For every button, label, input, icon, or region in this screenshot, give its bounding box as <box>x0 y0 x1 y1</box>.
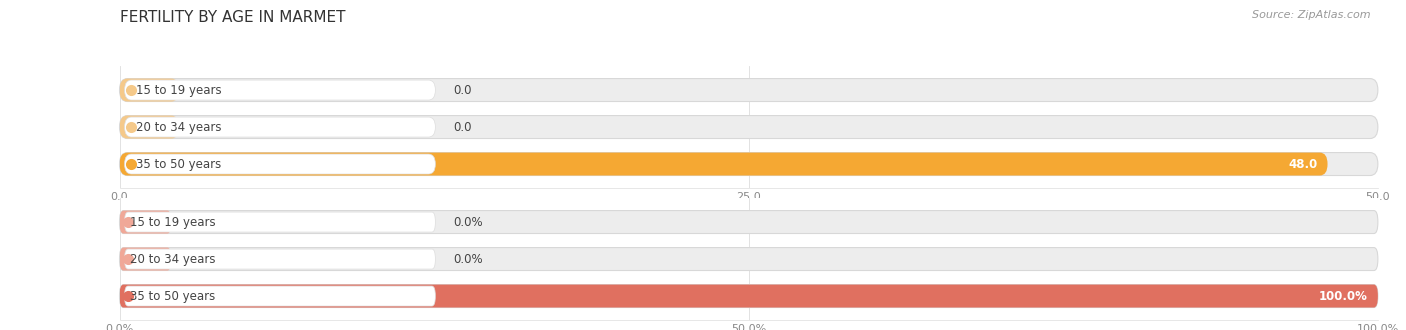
Text: 0.0: 0.0 <box>453 83 471 97</box>
Text: 48.0: 48.0 <box>1288 157 1317 171</box>
Text: Source: ZipAtlas.com: Source: ZipAtlas.com <box>1253 10 1371 20</box>
Text: 35 to 50 years: 35 to 50 years <box>131 289 215 303</box>
FancyBboxPatch shape <box>120 248 1378 271</box>
FancyBboxPatch shape <box>120 284 1378 308</box>
FancyBboxPatch shape <box>120 152 1327 176</box>
FancyBboxPatch shape <box>120 115 1378 139</box>
FancyBboxPatch shape <box>120 79 179 102</box>
FancyBboxPatch shape <box>120 284 1378 308</box>
FancyBboxPatch shape <box>120 211 172 234</box>
Text: 15 to 19 years: 15 to 19 years <box>131 215 217 229</box>
Text: 0.0%: 0.0% <box>453 215 482 229</box>
FancyBboxPatch shape <box>120 152 1378 176</box>
Text: FERTILITY BY AGE IN MARMET: FERTILITY BY AGE IN MARMET <box>120 10 344 25</box>
Text: 15 to 19 years: 15 to 19 years <box>136 83 222 97</box>
FancyBboxPatch shape <box>120 79 1378 102</box>
FancyBboxPatch shape <box>120 115 179 139</box>
FancyBboxPatch shape <box>120 248 172 271</box>
FancyBboxPatch shape <box>125 117 436 137</box>
Text: 20 to 34 years: 20 to 34 years <box>136 120 222 134</box>
Text: 0.0: 0.0 <box>453 120 471 134</box>
Text: 20 to 34 years: 20 to 34 years <box>131 252 215 266</box>
FancyBboxPatch shape <box>125 286 436 306</box>
FancyBboxPatch shape <box>125 80 436 100</box>
FancyBboxPatch shape <box>125 249 436 269</box>
Text: 35 to 50 years: 35 to 50 years <box>136 157 221 171</box>
FancyBboxPatch shape <box>125 154 436 174</box>
Text: 100.0%: 100.0% <box>1319 289 1368 303</box>
FancyBboxPatch shape <box>120 211 1378 234</box>
FancyBboxPatch shape <box>125 212 436 232</box>
Text: 0.0%: 0.0% <box>453 252 482 266</box>
